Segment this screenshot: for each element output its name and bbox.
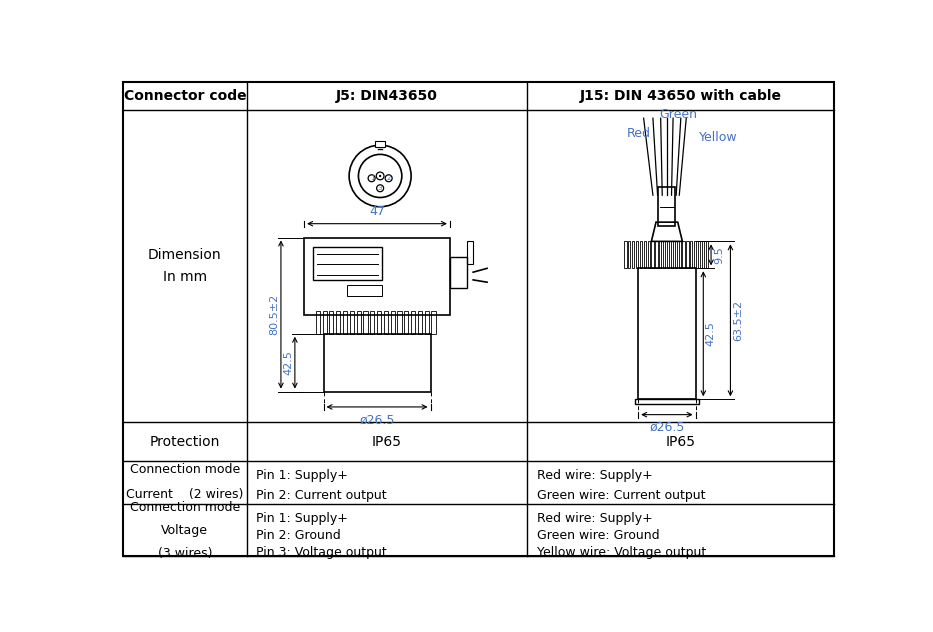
Bar <box>651 241 654 269</box>
Bar <box>364 311 368 334</box>
Bar <box>336 311 341 334</box>
Text: J15: DIN 43650 with cable: J15: DIN 43650 with cable <box>579 89 782 103</box>
Bar <box>450 257 466 288</box>
Text: Pin 1: Supply+: Pin 1: Supply+ <box>257 468 348 482</box>
Bar <box>397 311 401 334</box>
Text: Yellow: Yellow <box>700 131 738 144</box>
Text: Red: Red <box>627 127 650 140</box>
Text: Green wire: Ground: Green wire: Ground <box>536 528 660 542</box>
Bar <box>356 311 361 334</box>
Bar <box>375 140 384 147</box>
Bar <box>678 241 681 269</box>
Bar <box>466 241 473 264</box>
Text: Yellow wire: Voltage output: Yellow wire: Voltage output <box>536 545 706 559</box>
Bar <box>663 241 665 269</box>
Bar <box>644 241 646 269</box>
Bar <box>377 311 381 334</box>
Bar <box>431 311 436 334</box>
Text: Connection mode
Voltage
(3 wires): Connection mode Voltage (3 wires) <box>130 501 240 560</box>
Bar <box>667 241 669 269</box>
Bar <box>418 311 422 334</box>
Bar <box>313 246 382 280</box>
Text: IP65: IP65 <box>665 435 695 449</box>
Bar <box>425 311 429 334</box>
Bar <box>324 334 430 392</box>
Text: 1: 1 <box>370 175 375 181</box>
Bar <box>315 311 320 334</box>
Bar <box>411 311 415 334</box>
Text: 42.5: 42.5 <box>284 350 293 375</box>
Bar <box>698 241 700 269</box>
Bar <box>404 311 409 334</box>
Text: Connection mode
Current    (2 wires): Connection mode Current (2 wires) <box>126 463 244 501</box>
Bar <box>329 311 333 334</box>
Text: J5: DIN43650: J5: DIN43650 <box>336 89 438 103</box>
Text: 63.5±2: 63.5±2 <box>733 300 744 341</box>
Bar <box>682 241 685 269</box>
Bar <box>690 241 692 269</box>
Bar <box>655 241 658 269</box>
Bar <box>632 241 634 269</box>
Text: Green wire: Current output: Green wire: Current output <box>536 489 705 502</box>
Bar <box>675 241 677 269</box>
Text: Pin 2: Current output: Pin 2: Current output <box>257 489 387 502</box>
Text: ø26.5: ø26.5 <box>649 421 685 434</box>
Bar <box>659 188 675 226</box>
Bar <box>659 241 661 269</box>
Bar <box>347 285 382 296</box>
Text: 2: 2 <box>386 175 391 181</box>
Bar <box>304 238 450 315</box>
Bar <box>323 311 327 334</box>
Bar <box>343 311 347 334</box>
Bar <box>624 241 627 269</box>
Bar <box>687 241 689 269</box>
Text: Red wire: Supply+: Red wire: Supply+ <box>536 468 652 482</box>
Text: 9.5: 9.5 <box>714 246 724 264</box>
Text: Pin 3: Voltage output: Pin 3: Voltage output <box>257 545 387 559</box>
Bar <box>648 241 649 269</box>
Bar <box>702 241 704 269</box>
Text: Red wire: Supply+: Red wire: Supply+ <box>536 512 652 525</box>
Text: 47: 47 <box>369 205 385 217</box>
Bar <box>628 241 631 269</box>
Bar <box>350 311 354 334</box>
Text: 3: 3 <box>378 185 383 191</box>
Bar <box>391 311 395 334</box>
Bar <box>635 399 699 404</box>
Bar <box>671 241 673 269</box>
Text: Protection: Protection <box>149 435 220 449</box>
Text: Pin 1: Supply+: Pin 1: Supply+ <box>257 512 348 525</box>
Bar <box>636 241 638 269</box>
Bar <box>640 241 642 269</box>
Text: Pin 2: Ground: Pin 2: Ground <box>257 528 341 542</box>
Bar <box>383 311 388 334</box>
Bar <box>705 241 708 269</box>
Text: 42.5: 42.5 <box>705 321 716 346</box>
Text: Connector code: Connector code <box>123 89 246 103</box>
Bar <box>370 311 374 334</box>
Text: Green: Green <box>659 108 697 121</box>
Circle shape <box>379 175 382 177</box>
Bar <box>638 269 695 399</box>
Text: IP65: IP65 <box>372 435 402 449</box>
Bar <box>694 241 696 269</box>
Text: Dimension
In mm: Dimension In mm <box>148 248 222 284</box>
Text: ø26.5: ø26.5 <box>359 413 395 426</box>
Text: 80.5±2: 80.5±2 <box>270 294 279 335</box>
